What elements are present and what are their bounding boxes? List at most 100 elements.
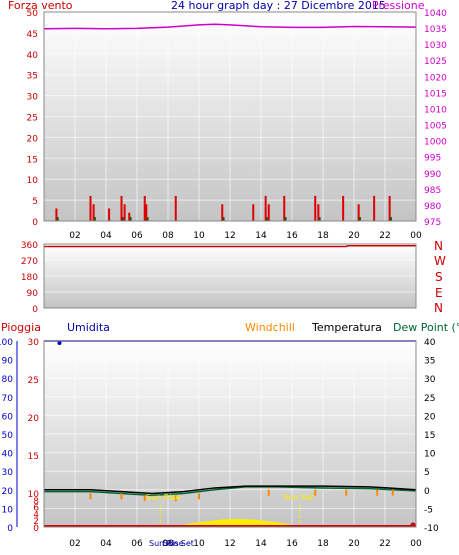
tick-label-wind: 40 — [27, 51, 39, 61]
tick-label-wind: 25 — [27, 114, 38, 124]
grid-wind-pressure — [44, 11, 417, 222]
panel-temp-border — [43, 340, 417, 528]
sun-rise-axis-label: Sun Rise — [149, 539, 184, 548]
tick-label-direction: 90 — [27, 289, 39, 299]
tick-label-wind: 30 — [27, 93, 39, 103]
tick-label-hour: 02 — [69, 539, 80, 549]
sun-set-axis-label: Sun Set — [163, 539, 194, 548]
tick-label-hour: 18 — [317, 539, 329, 549]
tick-label-pressure: 1000 — [424, 138, 447, 148]
humidity-point — [57, 341, 62, 345]
tick-label-humidity: 40 — [2, 450, 14, 460]
tick-label-direction: 270 — [21, 257, 38, 267]
tick-label-humidity: 60 — [2, 412, 14, 422]
tick-label-rain: 10 — [28, 490, 40, 500]
tick-label-temperature: 0 — [424, 487, 430, 497]
tick-label-wind: 45 — [27, 30, 38, 40]
dewpoint-line — [44, 486, 417, 497]
pressure-label: Pressione — [372, 0, 425, 12]
solar-area — [160, 518, 300, 527]
tick-label-humidity: 30 — [2, 468, 14, 478]
tick-label-temperature: 30 — [424, 375, 436, 385]
tick-label-pressure: 975 — [424, 218, 441, 228]
tick-label-temperature: 25 — [424, 394, 435, 404]
tick-label-humidity: 0 — [7, 524, 13, 534]
tick-label-pressure: 1025 — [424, 57, 447, 67]
tick-label-pressure: 1035 — [424, 25, 447, 35]
tick-label-direction: 0 — [32, 305, 38, 315]
tick-label-pressure: 985 — [424, 186, 441, 196]
tick-labels: 0510152025303540455097598098599099510001… — [0, 9, 447, 549]
tick-label-rain: 15 — [28, 452, 39, 462]
tick-label-direction: 360 — [21, 241, 38, 251]
tick-label-hour: 22 — [379, 231, 390, 241]
tick-label-rain: 4 — [33, 510, 39, 520]
tick-label-temperature: 40 — [424, 338, 436, 348]
tick-label-pressure: 1040 — [424, 9, 447, 19]
tick-label-pressure: 1015 — [424, 89, 447, 99]
tick-label-pressure: 1030 — [424, 41, 447, 51]
tick-label-humidity: 80 — [2, 375, 14, 385]
tick-label-wind: 50 — [27, 9, 39, 19]
tick-label-temperature: 5 — [424, 468, 430, 478]
graph-title: 24 hour graph day : 27 Dicembre 2015 — [171, 0, 386, 12]
tick-label-hour: 00 — [410, 231, 422, 241]
tick-label-pressure: 980 — [424, 202, 441, 212]
tick-label-humidity: 90 — [2, 357, 14, 367]
tick-label-hour: 04 — [100, 539, 112, 549]
tick-label-hour: 02 — [69, 231, 80, 241]
tick-label-temperature: 35 — [424, 357, 435, 367]
tick-label-hour: 10 — [193, 539, 205, 549]
tick-label-temperature: 15 — [424, 431, 435, 441]
tick-label-hour: 08 — [162, 539, 174, 549]
tick-label-pressure: 1020 — [424, 73, 447, 83]
tick-label-pressure: 995 — [424, 154, 441, 164]
tick-label-humidity: 100 — [0, 338, 13, 348]
tick-label-hour: 00 — [410, 539, 422, 549]
tick-label-wind: 10 — [27, 176, 39, 186]
tick-label-rain: 2 — [33, 517, 39, 527]
panel-wind-pressure-border — [43, 11, 417, 222]
tick-label-pressure: 1010 — [424, 105, 447, 115]
tick-label-rain: 25 — [28, 376, 39, 386]
sun-rise-annotation: Sun Rise — [146, 493, 181, 502]
tick-label-hour: 22 — [379, 539, 390, 549]
windchill-label: Windchill — [245, 321, 295, 334]
temperature-label: Temperatura — [311, 321, 382, 334]
dewpoint-label: Dew Point (°C — [393, 321, 459, 334]
tick-label-wind: 5 — [32, 197, 38, 207]
tick-label-humidity: 50 — [2, 431, 14, 441]
tick-label-humidity: 10 — [2, 505, 14, 515]
tick-label-rain: 0 — [33, 524, 39, 534]
tick-label-hour: 16 — [286, 231, 298, 241]
tick-label-temperature: -10 — [424, 524, 439, 534]
tick-label-hour: 12 — [224, 231, 235, 241]
rain-label: Pioggia — [1, 321, 41, 334]
tick-label-hour: 06 — [131, 231, 143, 241]
direction-line — [44, 245, 416, 248]
tick-label-humidity: 20 — [2, 487, 14, 497]
tick-label-temperature: 20 — [424, 412, 436, 422]
temperature-line — [44, 485, 417, 495]
tick-label-pressure: 990 — [424, 170, 441, 180]
compass-s: S — [435, 270, 443, 284]
tick-label-wind: 0 — [32, 218, 38, 228]
tick-label-hour: 06 — [131, 539, 143, 549]
tick-label-temperature: 10 — [424, 450, 436, 460]
tick-label-hour: 14 — [255, 231, 267, 241]
tick-label-hour: 20 — [348, 539, 360, 549]
tick-label-hour: 14 — [255, 539, 267, 549]
tick-label-hour: 18 — [317, 231, 329, 241]
tick-label-rain: 30 — [28, 338, 40, 348]
tick-label-pressure: 1005 — [424, 122, 447, 132]
tick-label-rain: 8 — [33, 497, 39, 507]
tick-label-hour: 20 — [348, 231, 360, 241]
tick-label-temperature: -5 — [424, 505, 433, 515]
tick-label-humidity: 70 — [2, 394, 14, 404]
tick-label-direction: 180 — [21, 273, 38, 283]
tick-label-rain: 20 — [28, 414, 40, 424]
tick-label-hour: 12 — [224, 539, 235, 549]
tick-label-hour: 04 — [100, 231, 112, 241]
